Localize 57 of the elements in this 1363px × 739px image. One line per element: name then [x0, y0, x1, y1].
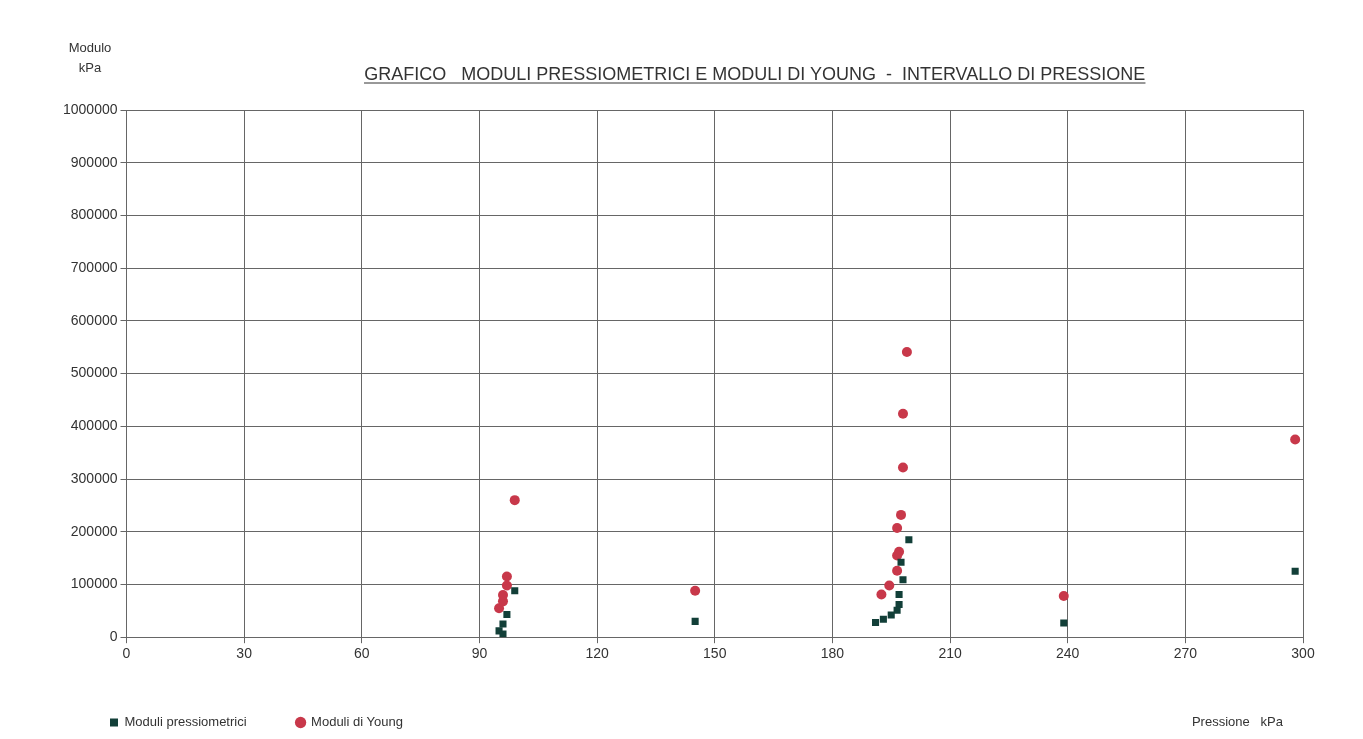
y-tick-label: 100000	[70, 575, 118, 592]
point	[895, 590, 903, 599]
point	[899, 576, 907, 584]
point	[503, 611, 511, 619]
x-tick-label: 270	[1173, 645, 1198, 662]
point	[897, 408, 908, 419]
point	[901, 346, 912, 357]
y-tick-label: 1000000	[62, 100, 118, 117]
chart-title: GRAFICO MODULI PRESSIOMETRICI E MODULI DI YOUNG - INTERVALLO DI PRESSIONE	[364, 64, 1146, 84]
point	[896, 509, 907, 520]
x-tick-label: 120	[585, 645, 609, 662]
x-tick-label: 0	[122, 645, 131, 662]
y-tick-label: 700000	[70, 259, 118, 276]
y-tick-label: 400000	[70, 417, 118, 434]
legend-label: Moduli pressiometrici	[124, 714, 247, 730]
point	[1058, 591, 1069, 602]
point	[501, 580, 512, 591]
point	[511, 587, 519, 595]
point	[892, 550, 903, 561]
point	[887, 611, 895, 619]
legend-label: Moduli di Young	[311, 714, 403, 730]
point	[691, 617, 699, 625]
y-tick-label: 600000	[70, 311, 118, 328]
point	[509, 495, 520, 506]
x-tick-label: 30	[236, 645, 253, 662]
point	[872, 618, 880, 626]
x-tick-label: 60	[354, 645, 370, 662]
point	[690, 585, 701, 596]
x-axis-title: Pressione kPa	[1191, 713, 1284, 729]
point	[879, 615, 887, 623]
x-tick-label: 210	[938, 645, 962, 662]
point	[499, 620, 507, 628]
x-tick-label: 240	[1056, 645, 1080, 662]
point	[1291, 567, 1299, 575]
point	[905, 536, 913, 544]
point	[876, 589, 887, 600]
y-tick-label: 200000	[70, 522, 118, 539]
point	[892, 523, 903, 534]
y-tick-label: 800000	[70, 206, 118, 223]
point	[1290, 434, 1301, 445]
point	[1060, 619, 1068, 627]
x-tick-label: 150	[703, 645, 727, 662]
x-tick-label: 90	[471, 645, 488, 662]
x-tick-label: 180	[820, 645, 845, 662]
point	[884, 580, 895, 591]
y-tick-label: 500000	[70, 364, 118, 381]
point	[501, 571, 512, 582]
point	[897, 558, 905, 566]
y-tick-label: 300000	[70, 469, 118, 486]
point	[897, 462, 908, 473]
x-tick-label: 300	[1291, 645, 1315, 662]
point	[893, 606, 901, 614]
point	[499, 630, 507, 638]
y-axis-title: Modulo kPa	[68, 39, 112, 75]
y-tick-label: 900000	[70, 153, 118, 170]
y-tick-label: 0	[109, 628, 118, 645]
point	[892, 565, 903, 576]
